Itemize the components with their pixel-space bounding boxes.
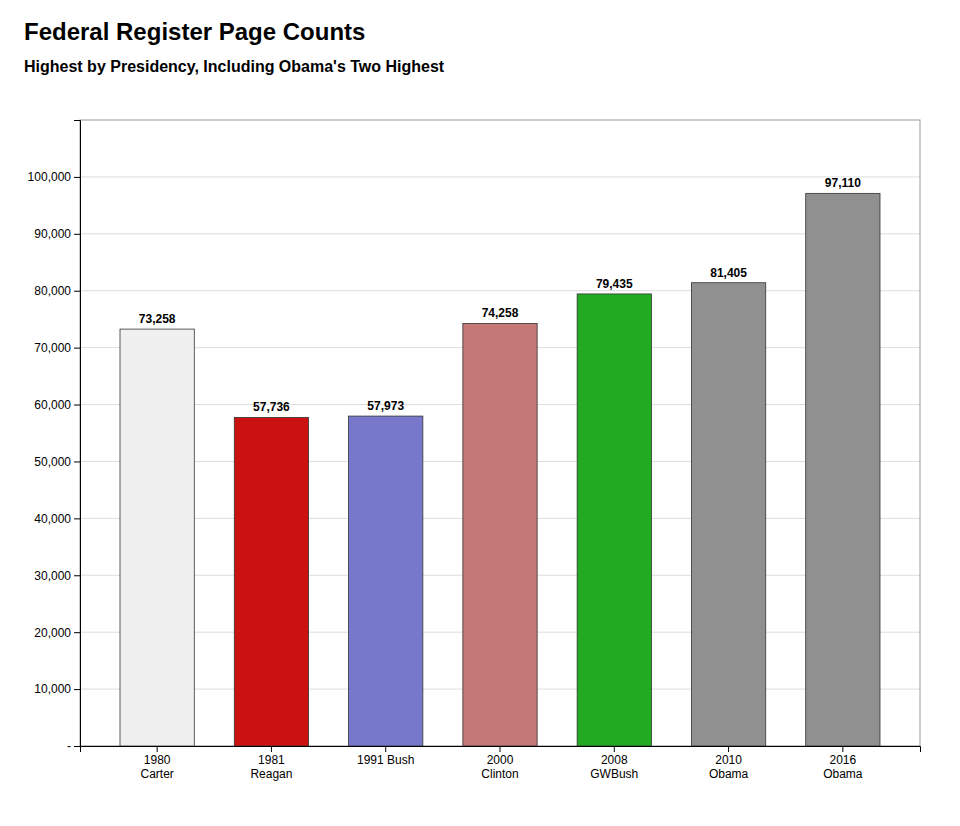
grid	[80, 177, 920, 746]
plot-frame	[80, 120, 920, 746]
x-tick-label: 2010Obama	[709, 753, 749, 781]
y-tick: 90,000	[34, 227, 80, 241]
data-label: 79,435	[596, 277, 633, 291]
y-tick-label: 40,000	[34, 512, 71, 526]
grid-line	[80, 176, 920, 177]
x-tick-mark	[271, 746, 272, 752]
y-tick-label: 10,000	[34, 682, 71, 696]
y-tick-label: 50,000	[34, 455, 71, 469]
x-tick-label-line: GWBush	[590, 767, 638, 781]
y-tick-mark	[74, 234, 80, 235]
grid-line	[80, 290, 920, 291]
grid-line	[80, 233, 920, 234]
x-tick-label: 2016Obama	[823, 753, 863, 781]
x-tick-label-line: 2016	[830, 753, 857, 767]
title: Federal Register Page Counts	[24, 18, 365, 45]
y-tick-mark	[74, 689, 80, 690]
data-label: 74,258	[482, 306, 519, 320]
x-tick-label-line: Carter	[140, 767, 173, 781]
x-axis-line	[81, 747, 921, 753]
y-tick-label: 90,000	[34, 227, 71, 241]
bars	[120, 193, 880, 746]
x-tick-mark	[500, 746, 501, 752]
x-tick: 2000Clinton	[481, 746, 518, 781]
x-tick-label-line: Reagan	[250, 767, 292, 781]
x-tick-label-line: Clinton	[481, 767, 518, 781]
bar	[120, 329, 194, 746]
y-tick: 50,000	[34, 455, 80, 469]
x-tick-label: 1980Carter	[140, 753, 173, 781]
y-tick-label: -	[67, 739, 71, 753]
x-axis: 1980Carter 1981Reagan 1991 Bush 2000Clinton…	[81, 746, 921, 781]
plot: 73,258 57,736 57,973 74,258 79,435 81,405 97,1…	[28, 120, 921, 781]
data-labels: 73,258 57,736 57,973 74,258 79,435 81,405 97,1…	[139, 176, 861, 414]
data-label: 97,110	[825, 176, 861, 190]
x-tick-label-line: Obama	[823, 767, 863, 781]
x-tick-label-line: 2000	[487, 753, 514, 767]
subtitle: Highest by Presidency, Including Obama's…	[24, 58, 445, 75]
x-tick-label-line: Obama	[709, 767, 749, 781]
x-tick: 2016Obama	[823, 746, 863, 781]
y-tick: 30,000	[34, 569, 80, 583]
data-label: 81,405	[710, 266, 747, 280]
y-tick-label: 60,000	[34, 398, 71, 412]
x-tick-mark	[385, 746, 386, 752]
chart: Federal Register Page Counts Highest by P…	[0, 0, 960, 826]
x-tick: 1980Carter	[140, 746, 173, 781]
y-axis-line	[74, 121, 81, 747]
x-tick-label: 2008GWBush	[590, 753, 638, 781]
y-tick-mark	[74, 575, 80, 576]
x-tick-label-line: 1981	[258, 753, 285, 767]
y-tick: 100,000	[28, 170, 80, 184]
y-tick-mark	[74, 746, 80, 747]
y-tick: 20,000	[34, 626, 80, 640]
bar	[463, 323, 537, 746]
x-tick-label: 1981Reagan	[250, 753, 292, 781]
y-tick: 10,000	[34, 682, 80, 696]
y-tick-label: 70,000	[34, 341, 71, 355]
y-tick-mark	[74, 177, 80, 178]
x-tick-label-line: 1980	[144, 753, 171, 767]
x-tick: 2008GWBush	[590, 746, 638, 781]
y-tick-mark	[74, 405, 80, 406]
x-tick: 1981Reagan	[250, 746, 292, 781]
y-tick: 70,000	[34, 341, 80, 355]
x-tick: 2010Obama	[709, 746, 749, 781]
data-label: 57,736	[253, 400, 290, 414]
x-tick: 1991 Bush	[357, 746, 414, 767]
y-tick: -	[67, 739, 80, 753]
y-tick: 60,000	[34, 398, 80, 412]
y-tick: 80,000	[34, 284, 80, 298]
x-tick-mark	[842, 746, 843, 752]
x-tick-label-line: 1991 Bush	[357, 753, 414, 767]
x-tick-mark	[614, 746, 615, 752]
data-label: 73,258	[139, 312, 176, 326]
x-tick-label-line: 2008	[601, 753, 628, 767]
data-label: 57,973	[367, 399, 404, 413]
bar	[234, 417, 308, 746]
y-tick: 40,000	[34, 512, 80, 526]
y-tick-label: 100,000	[28, 170, 72, 184]
x-tick-mark	[728, 746, 729, 752]
y-tick-label: 20,000	[34, 626, 71, 640]
y-tick-mark	[74, 461, 80, 462]
y-tick-label: 80,000	[34, 284, 71, 298]
y-tick-mark	[74, 518, 80, 519]
bar	[349, 416, 423, 746]
bar	[806, 193, 880, 746]
x-tick-label: 1991 Bush	[357, 753, 414, 767]
x-tick-label-line: 2010	[715, 753, 742, 767]
x-tick-mark	[157, 746, 158, 752]
y-axis: - 10,000 20,000 30,000 40,000 50,000 60,000 70,…	[28, 121, 81, 754]
y-tick-label: 30,000	[34, 569, 71, 583]
y-tick-mark	[74, 291, 80, 292]
bar	[691, 283, 765, 746]
x-tick-label: 2000Clinton	[481, 753, 518, 781]
bar	[577, 294, 651, 746]
y-tick-mark	[74, 348, 80, 349]
y-tick-mark	[74, 632, 80, 633]
